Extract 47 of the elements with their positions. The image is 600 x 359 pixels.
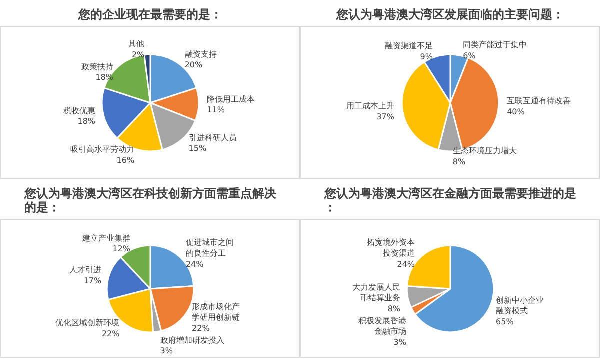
slice-label: 促进城市之间的良性分工: [186, 238, 234, 258]
data-label: 22%: [192, 324, 210, 333]
data-label: 16%: [116, 156, 135, 165]
slice-label: 形成市场化产学研用创新链: [192, 302, 240, 322]
data-label: 12%: [112, 244, 131, 254]
slice-label: 政府增加研发投入: [160, 336, 224, 345]
slice-label: 降低用工成本: [207, 94, 256, 104]
data-label: 2%: [132, 50, 146, 60]
slice-label: 用工成本上升: [346, 101, 394, 110]
slice-label: 优化区域创新环境: [56, 318, 120, 328]
data-label: 6%: [463, 51, 476, 60]
data-label: 8%: [452, 157, 466, 166]
data-label: 8%: [388, 304, 401, 314]
data-label: 24%: [397, 260, 416, 269]
chart-title: 您认为粤港澳大湾区在金融方面最需要推进的是：: [324, 186, 576, 214]
slice-label: 大力发展人民币结算业务: [352, 282, 401, 303]
data-label: 15%: [188, 144, 207, 154]
slice-label: 税收优惠: [64, 106, 96, 116]
slice-label: 引进科研人员: [188, 133, 237, 142]
slice-label: 吸引高水平劳动力: [70, 144, 135, 154]
slice-label: 其他: [128, 40, 145, 49]
slice-label: 政策扶持: [82, 62, 114, 72]
slice-label: 拓宽境外资本投资渠道: [366, 238, 416, 258]
slice-label: 积极发展香港金融市场: [358, 316, 406, 336]
data-label: 17%: [84, 276, 102, 286]
data-label: 11%: [207, 106, 226, 115]
slice-label: 建立产业集群: [81, 234, 130, 243]
data-label: 22%: [102, 329, 120, 338]
data-label: 9%: [420, 52, 434, 62]
slice-label: 同类产能过于集中: [463, 40, 528, 50]
slice-label: 生态环境压力增大: [452, 146, 517, 156]
data-label: 18%: [78, 117, 96, 126]
data-label: 3%: [160, 346, 174, 356]
slice-label: 融资支持: [184, 50, 217, 59]
data-label: 40%: [507, 107, 526, 116]
data-label: 20%: [184, 60, 203, 70]
data-label: 3%: [394, 338, 407, 347]
slice-label: 融资渠道不足: [384, 42, 433, 51]
data-label: 24%: [186, 260, 204, 269]
chart-title: 您认为粤港澳大湾区在科技创新方面需重点解决的是：: [24, 186, 278, 214]
chart-title: 您认为粤港澳大湾区发展面临的主要问题：: [336, 8, 564, 22]
slice-label: 互联互通有待改善: [507, 96, 572, 106]
data-label: 65%: [496, 317, 514, 326]
slice-label: 人才引进: [70, 266, 102, 275]
chart-title: 您的企业现在最需要的是：: [78, 8, 222, 22]
data-label: 37%: [376, 112, 395, 122]
slice-label: 创新中小企业融资模式: [496, 296, 544, 316]
